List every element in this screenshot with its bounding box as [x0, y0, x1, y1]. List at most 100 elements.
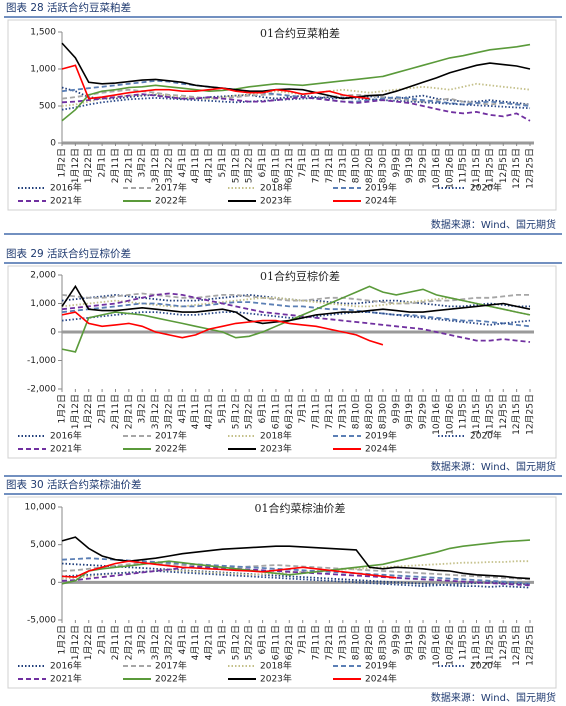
- x-tick-label: 5月12日: [230, 625, 241, 660]
- x-tick-label: 1月2日: [57, 625, 68, 654]
- x-tick-label: 1月22日: [83, 148, 94, 183]
- series-line: [61, 96, 531, 111]
- x-tick-label: 4月21日: [204, 148, 215, 183]
- figure-caption: 图表 28 活跃合约豆菜粕差: [6, 1, 131, 14]
- legend-label: 2018年: [260, 182, 292, 194]
- legend-label: 2017年: [155, 182, 187, 194]
- y-tick-label: 5,000: [30, 540, 56, 550]
- series-line: [61, 64, 370, 100]
- x-tick-label: 2月21日: [123, 148, 134, 183]
- chart-title: 01合约菜棕油价差: [255, 501, 346, 515]
- legend-label: 2021年: [50, 443, 82, 455]
- x-tick-label: 9月9日: [391, 625, 402, 654]
- x-tick-label: 3月22日: [163, 625, 174, 660]
- x-tick-label: 7月11日: [311, 394, 322, 429]
- x-tick-label: 5月12日: [230, 148, 241, 183]
- series-line: [61, 561, 531, 581]
- figure-caption: 图表 30 活跃合约菜棕油价差: [6, 478, 142, 491]
- series-line: [61, 79, 531, 107]
- x-tick-label: 12月25日: [525, 625, 536, 666]
- y-tick-label: 2,000: [30, 271, 56, 281]
- y-tick-label: 1,000: [30, 299, 56, 309]
- x-tick-label: 6月21日: [284, 394, 295, 429]
- x-tick-label: 3月2日: [137, 394, 148, 423]
- x-tick-label: 9月19日: [404, 148, 415, 183]
- x-tick-label: 9月19日: [404, 394, 415, 429]
- legend-label: 2019年: [365, 430, 397, 442]
- y-tick-label: -5,000: [27, 616, 56, 626]
- x-tick-label: 6月1日: [257, 148, 268, 177]
- x-tick-label: 4月1日: [177, 625, 188, 654]
- x-tick-label: 6月11日: [270, 625, 281, 660]
- chart-title: 01合约豆菜粕差: [260, 26, 340, 40]
- x-tick-label: 6月11日: [270, 394, 281, 429]
- y-tick-label: -2,000: [27, 385, 56, 395]
- x-tick-label: 3月12日: [150, 394, 161, 429]
- y-tick-label: -1,000: [27, 356, 56, 366]
- x-tick-label: 2月1日: [97, 394, 108, 423]
- x-tick-label: 8月20日: [364, 394, 375, 429]
- x-tick-label: 8月30日: [377, 625, 388, 660]
- x-tick-label: 7月11日: [311, 148, 322, 183]
- x-tick-label: 12月5日: [498, 148, 509, 183]
- figure-caption: 图表 29 活跃合约豆棕价差: [6, 247, 131, 260]
- source-note: 数据来源：Wind、国元期货: [431, 691, 556, 704]
- x-tick-label: 7月1日: [297, 625, 308, 654]
- series-line: [61, 301, 531, 328]
- x-tick-label: 11月5日: [458, 148, 469, 183]
- y-tick-label: 0: [50, 578, 56, 588]
- series-line: [61, 570, 531, 588]
- x-tick-label: 1月2日: [57, 148, 68, 177]
- legend-label: 2019年: [365, 182, 397, 194]
- y-tick-label: 10,000: [25, 503, 57, 513]
- source-note: 数据来源：Wind、国元期货: [431, 460, 556, 473]
- x-tick-label: 7月31日: [337, 625, 348, 660]
- x-tick-label: 8月10日: [351, 394, 362, 429]
- legend-label: 2021年: [50, 673, 82, 685]
- x-tick-label: 10月16日: [431, 148, 442, 189]
- x-tick-label: 4月1日: [177, 148, 188, 177]
- y-tick-label: 1,000: [30, 65, 56, 75]
- x-tick-label: 3月2日: [137, 148, 148, 177]
- x-tick-label: 3月22日: [163, 148, 174, 183]
- series-line: [61, 93, 531, 122]
- series-line: [61, 284, 531, 325]
- x-tick-label: 5月1日: [217, 625, 228, 654]
- x-tick-label: 7月31日: [337, 148, 348, 183]
- x-tick-label: 11月15日: [471, 394, 482, 435]
- legend-label: 2019年: [365, 660, 397, 672]
- x-tick-label: 10月26日: [444, 625, 455, 666]
- x-tick-label: 12月15日: [511, 625, 522, 666]
- x-tick-label: 4月1日: [177, 394, 188, 423]
- x-tick-label: 1月12日: [70, 394, 81, 429]
- x-tick-label: 10月26日: [444, 148, 455, 189]
- x-tick-label: 7月21日: [324, 394, 335, 429]
- x-tick-label: 7月1日: [297, 394, 308, 423]
- x-tick-label: 5月22日: [244, 394, 255, 429]
- x-tick-label: 9月19日: [404, 625, 415, 660]
- series-line: [61, 562, 531, 589]
- legend-label: 2016年: [50, 660, 82, 672]
- x-tick-label: 1月2日: [57, 394, 68, 423]
- x-tick-label: 8月30日: [377, 394, 388, 429]
- x-tick-label: 12月15日: [511, 148, 522, 189]
- series-line: [61, 565, 531, 587]
- legend-label: 2024年: [365, 443, 397, 455]
- series-line: [61, 539, 531, 585]
- x-tick-label: 7月31日: [337, 394, 348, 429]
- x-tick-label: 8月10日: [351, 625, 362, 660]
- legend-label: 2024年: [365, 195, 397, 207]
- legend-label: 2017年: [155, 430, 187, 442]
- x-tick-label: 3月12日: [150, 625, 161, 660]
- x-tick-label: 9月9日: [391, 394, 402, 423]
- series-line: [61, 557, 531, 585]
- x-tick-label: 4月11日: [190, 394, 201, 429]
- x-tick-label: 11月15日: [471, 148, 482, 189]
- x-tick-label: 7月21日: [324, 148, 335, 183]
- x-tick-label: 4月11日: [190, 625, 201, 660]
- x-tick-label: 10月16日: [431, 394, 442, 435]
- x-tick-label: 4月11日: [190, 148, 201, 183]
- legend-label: 2023年: [260, 443, 292, 455]
- x-tick-label: 10月26日: [444, 394, 455, 435]
